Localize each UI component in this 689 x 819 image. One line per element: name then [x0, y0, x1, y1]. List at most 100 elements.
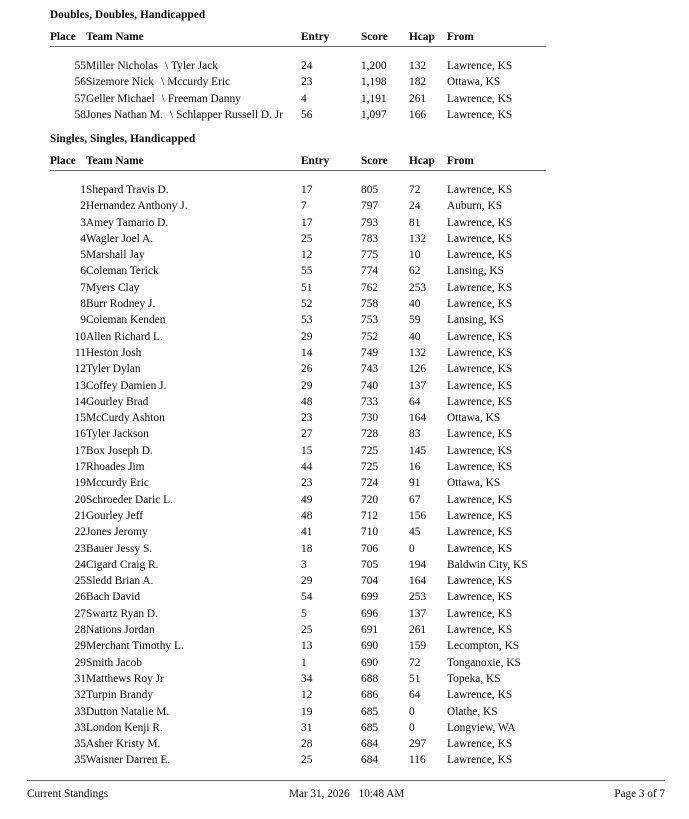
cell-team-name: Cigard Craig R.: [86, 557, 301, 573]
cell-score: 690: [361, 656, 379, 669]
header-spacer-row: [50, 47, 546, 59]
cell-team-name: Dutton Natalie M.: [86, 704, 301, 720]
cell-place: 17: [74, 444, 86, 457]
cell-place: 35: [74, 738, 86, 751]
partner-separator: \: [164, 60, 168, 72]
cell-team-name: Jones Jeromy: [86, 524, 301, 540]
cell-from: Lansing, KS: [447, 265, 504, 278]
cell-place: 22: [74, 526, 86, 539]
cell-team-name: Bauer Jessy S.: [86, 541, 301, 557]
column-header-score: Score: [361, 155, 409, 171]
cell-place: 16: [74, 428, 86, 441]
cell-entry: 53: [301, 314, 313, 327]
cell-hcap: 16: [409, 461, 421, 474]
table-row: 4 Wagler Joel A. 25 783 132 Lawrence, KS: [50, 231, 546, 247]
cell-hcap: 24: [409, 200, 421, 213]
cell-score: 686: [361, 689, 379, 702]
cell-entry: 31: [301, 721, 313, 734]
player-name-primary: Mccurdy Eric: [86, 477, 149, 490]
cell-place: 29: [74, 656, 86, 669]
cell-place: 23: [74, 542, 86, 555]
player-name-primary: Allen Richard L.: [86, 330, 163, 343]
player-name-primary: Shepard Travis D.: [86, 184, 169, 196]
cell-entry: 17: [301, 216, 313, 229]
cell-entry: 51: [301, 281, 313, 294]
cell-score: 753: [361, 314, 379, 327]
table-row: 20 Schroeder Daric L. 49 720 67 Lawrence, KS: [50, 492, 546, 508]
cell-score: 685: [361, 705, 379, 718]
cell-entry: 7: [301, 200, 307, 213]
cell-entry: 56: [301, 108, 313, 121]
cell-team-name: Tyler Dylan: [86, 361, 301, 377]
table-row: 58 Jones Nathan M. \ Schlapper Russell D. J…: [50, 107, 546, 123]
cell-team-name: Gourley Brad: [86, 394, 301, 410]
cell-from: Lawrence, KS: [447, 624, 513, 637]
spacer-cell: [447, 47, 546, 59]
cell-team-name: Heston Josh: [86, 345, 301, 361]
cell-hcap: 194: [409, 558, 427, 571]
section-doubles: Doubles, Doubles, Handicapped Place Team…: [50, 9, 650, 123]
spacer-cell: [409, 47, 447, 59]
cell-hcap: 51: [409, 672, 421, 685]
table-row: 28 Nations Jordan 25 691 261 Lawrence, KS: [50, 622, 546, 638]
spacer-cell: [361, 47, 409, 59]
cell-score: 743: [361, 363, 379, 376]
cell-entry: 26: [301, 363, 313, 376]
spacer-cell: [301, 47, 361, 59]
table-row: 15 McCurdy Ashton 23 730 164 Ottawa, KS: [50, 410, 546, 426]
cell-place: 21: [74, 509, 86, 522]
cell-from: Lawrence, KS: [447, 689, 513, 702]
cell-team-name: Coleman Terick: [86, 263, 301, 279]
cell-score: 688: [361, 672, 379, 685]
cell-team-name: Sizemore Nick \ Mccurdy Eric: [86, 74, 301, 90]
cell-hcap: 159: [409, 640, 427, 653]
cell-from: Lawrence, KS: [447, 216, 513, 229]
cell-team-name: Nations Jordan: [86, 622, 301, 638]
table-row: 31 Matthews Roy Jr 34 688 51 Topeka, KS: [50, 671, 546, 687]
cell-score: 1,097: [361, 108, 387, 121]
column-header-entry: Entry: [301, 155, 361, 171]
table-row: 23 Bauer Jessy S. 18 706 0 Lawrence, KS: [50, 541, 546, 557]
table-body-doubles: 55 Miller Nicholas \ Tyler Jack 24 1,200 132 La…: [50, 58, 546, 123]
header-spacer-row: [50, 171, 546, 183]
table-row: 55 Miller Nicholas \ Tyler Jack 24 1,200 132 La…: [50, 58, 546, 74]
table-row: 32 Turpin Brandy 12 686 64 Lawrence, KS: [50, 687, 546, 703]
cell-from: Lansing, KS: [447, 314, 504, 327]
table-row: 35 Waisner Darren E. 25 684 116 Lawrence, KS: [50, 752, 546, 768]
cell-from: Lawrence, KS: [447, 108, 513, 121]
cell-score: 725: [361, 461, 379, 474]
cell-entry: 13: [301, 640, 313, 653]
cell-score: 730: [361, 412, 379, 425]
cell-from: Lawrence, KS: [447, 444, 513, 457]
cell-team-name: Bach David: [86, 589, 301, 605]
column-header-place: Place: [50, 31, 86, 47]
cell-hcap: 164: [409, 575, 427, 588]
cell-team-name: Marshall Jay: [86, 247, 301, 263]
partner-separator: \: [169, 108, 174, 121]
table-row: 35 Asher Kristy M. 28 684 297 Lawrence, KS: [50, 736, 546, 752]
cell-score: 705: [361, 558, 379, 571]
cell-place: 31: [74, 672, 86, 685]
player-name-primary: Marshall Jay: [86, 249, 145, 262]
player-name-primary: Bauer Jessy S.: [86, 542, 153, 555]
cell-team-name: Merchant Timothy L.: [86, 638, 301, 654]
table-row: 29 Smith Jacob 1 690 72 Tonganoxie, KS: [50, 655, 546, 671]
cell-from: Auburn, KS: [447, 200, 503, 213]
cell-entry: 23: [301, 477, 313, 490]
cell-score: 706: [361, 542, 379, 555]
spacer-cell: [301, 171, 361, 183]
cell-team-name: Miller Nicholas \ Tyler Jack: [86, 58, 301, 74]
cell-place: 58: [74, 108, 86, 121]
cell-score: 710: [361, 526, 379, 539]
cell-from: Lawrence, KS: [447, 542, 513, 555]
table-row: 24 Cigard Craig R. 3 705 194 Baldwin City, KS: [50, 557, 546, 573]
cell-team-name: Allen Richard L.: [86, 329, 301, 345]
cell-team-name: London Kenji R.: [86, 720, 301, 736]
player-name-primary: Coffey Damien J.: [86, 379, 167, 392]
cell-entry: 27: [301, 428, 313, 441]
footer-report-title: Current Standings: [27, 788, 109, 800]
cell-place: 26: [74, 591, 86, 604]
spacer-cell: [447, 171, 546, 183]
cell-place: 12: [74, 363, 86, 376]
player-name-primary: Miller Nicholas: [86, 60, 158, 72]
